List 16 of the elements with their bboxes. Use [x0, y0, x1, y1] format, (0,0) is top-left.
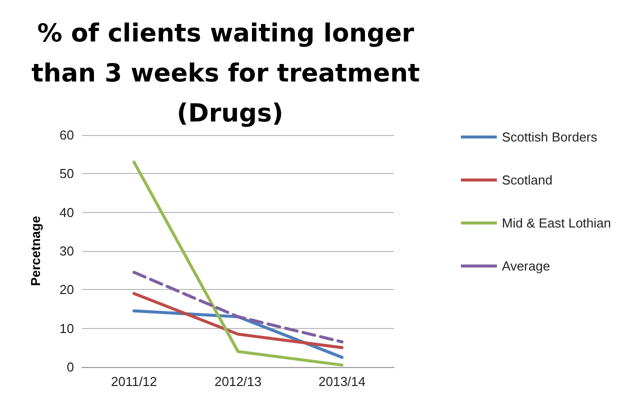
x-tick-label: 2013/14: [318, 374, 366, 389]
x-tick-label: 2011/12: [110, 374, 158, 389]
y-tick-label: 0: [66, 360, 74, 374]
y-tick-label: 60: [60, 128, 74, 142]
y-tick-label: 50: [60, 166, 74, 182]
legend-label: Average: [502, 258, 550, 274]
y-tick-label: 10: [60, 320, 74, 336]
legend-label: Scottish Borders: [502, 130, 598, 144]
y-tick-label: 30: [60, 244, 74, 258]
y-tick-label: 20: [60, 282, 74, 298]
y-axis-title: Percetnage: [28, 216, 43, 286]
y-tick-label: 40: [60, 204, 74, 220]
legend-label: Scotland: [502, 172, 552, 188]
legend-label: Mid & East Lothian: [502, 216, 612, 230]
chart-title: % of clients waiting longer than 3 weeks for treatment (Drugs): [31, 18, 429, 128]
x-tick-label: 2012/13: [214, 374, 262, 389]
